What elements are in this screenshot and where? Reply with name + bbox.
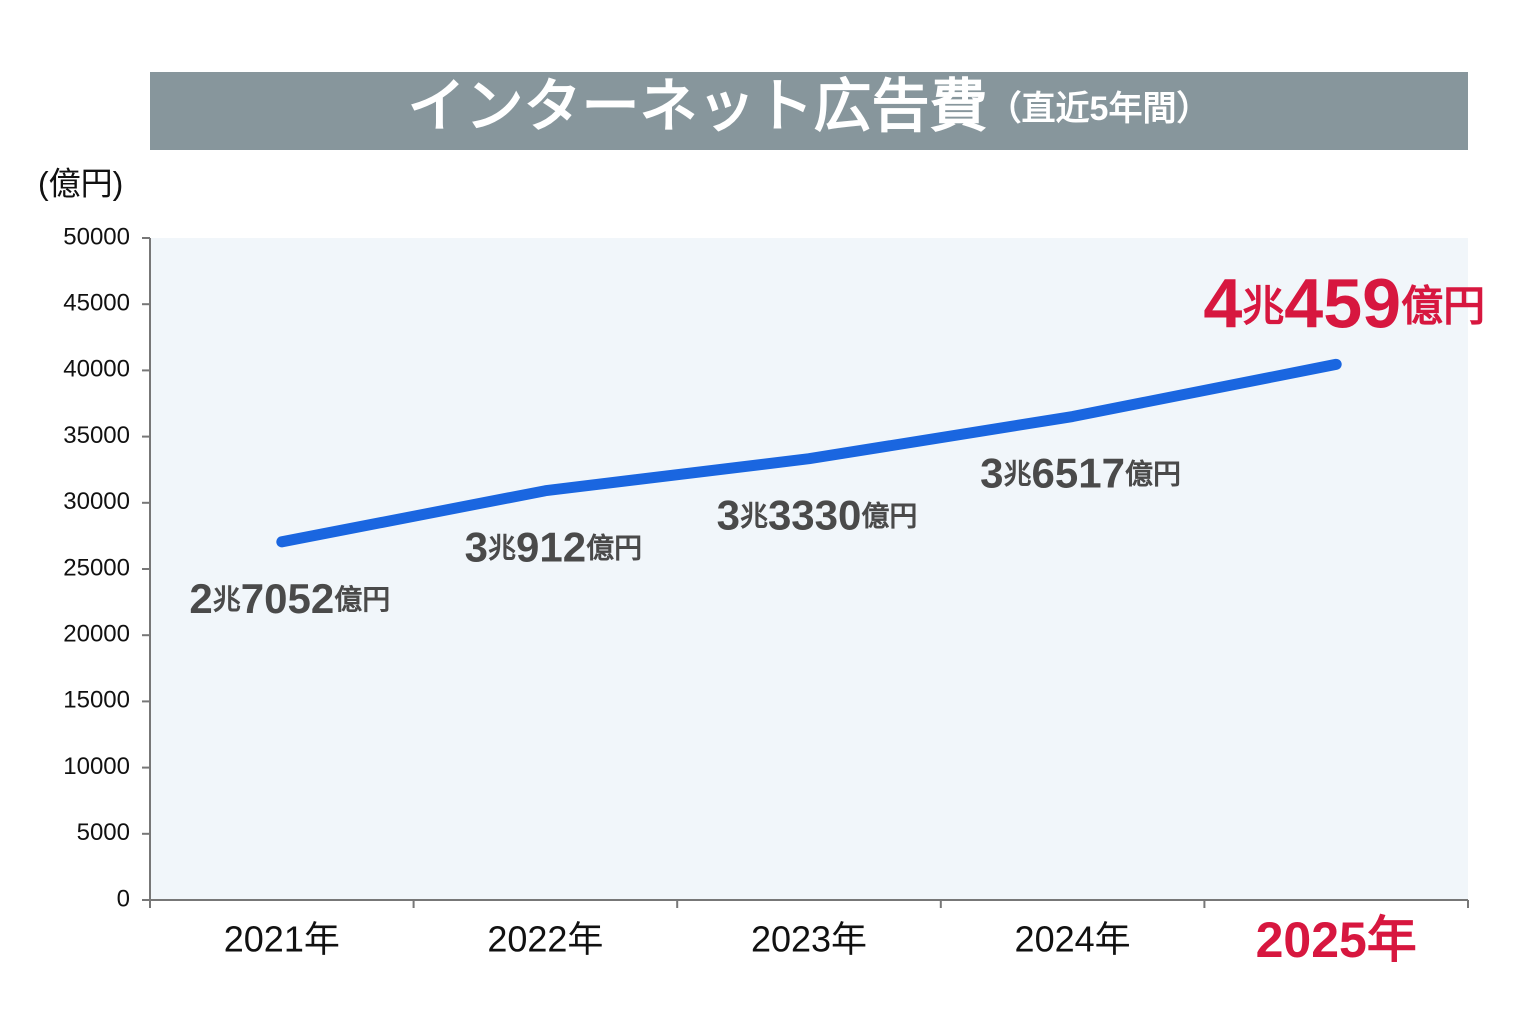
y-tick-label: 20000 — [63, 621, 130, 648]
y-tick-label: 45000 — [63, 290, 130, 317]
y-tick-label: 35000 — [63, 422, 130, 449]
chart-subtitle: （直近5年間） — [988, 89, 1211, 128]
x-tick-label: 2025年 — [1256, 912, 1417, 968]
y-tick-label: 5000 — [77, 819, 130, 846]
title-group: インターネット広告費（直近5年間） — [408, 74, 1211, 139]
chart-title: インターネット広告費 — [408, 74, 988, 139]
plot-area — [150, 238, 1468, 900]
value-label: 4兆459億円 — [1203, 265, 1485, 343]
x-tick-label: 2024年 — [1015, 919, 1131, 960]
value-label: 3兆912億円 — [465, 524, 642, 571]
y-tick-label: 0 — [117, 885, 130, 912]
y-axis-label: (億円) — [38, 165, 123, 201]
y-tick-label: 10000 — [63, 753, 130, 780]
y-tick-label: 40000 — [63, 356, 130, 383]
title-bar — [150, 72, 1468, 150]
series-line — [276, 358, 1342, 548]
value-label: 2兆7052億円 — [189, 575, 390, 622]
y-tick-label: 50000 — [63, 223, 130, 250]
y-tick-label: 15000 — [63, 687, 130, 714]
value-label: 3兆3330億円 — [717, 492, 918, 539]
value-label: 3兆6517億円 — [980, 450, 1181, 497]
y-tick-label: 30000 — [63, 488, 130, 515]
x-tick-label: 2023年 — [751, 919, 867, 960]
x-tick-label: 2021年 — [224, 919, 340, 960]
y-tick-label: 25000 — [63, 554, 130, 581]
x-tick-label: 2022年 — [487, 919, 603, 960]
